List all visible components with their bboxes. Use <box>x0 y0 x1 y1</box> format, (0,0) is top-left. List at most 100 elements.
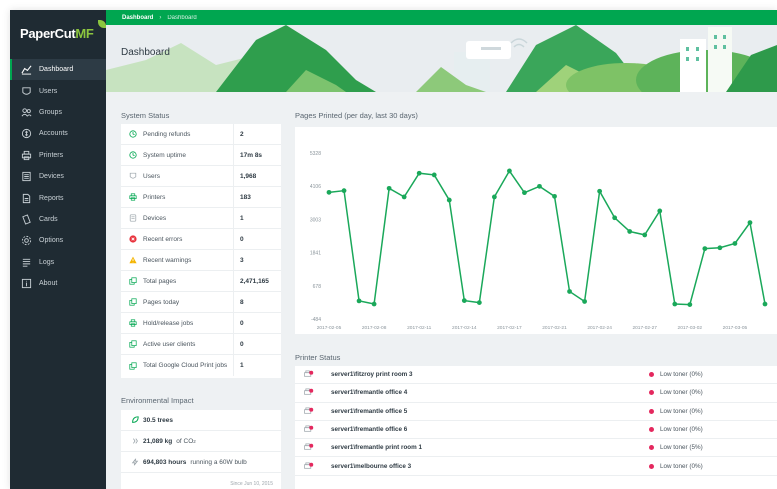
sidebar-item-groups[interactable]: Groups <box>10 102 106 123</box>
x-tick-label: 2017-03-05 <box>723 325 748 331</box>
env-co2-row: 21,089 kg of CO 2 <box>121 431 281 452</box>
status-row[interactable]: Devices 1 <box>121 208 281 229</box>
data-point[interactable] <box>371 301 377 307</box>
data-point[interactable] <box>567 289 572 294</box>
y-tick-label: 3003 <box>310 217 321 223</box>
status-row[interactable]: Pending refunds 2 <box>121 124 281 145</box>
data-point[interactable] <box>507 168 512 174</box>
environmental-impact-title: Environmental Impact <box>121 396 194 405</box>
printer-name[interactable]: server1\fitzroy print room 3 <box>331 371 413 379</box>
logo-text: PaperCut <box>20 26 76 41</box>
status-row[interactable]: Hold/release jobs 0 <box>121 313 281 334</box>
sidebar-item-users[interactable]: Users <box>10 80 106 101</box>
printer-status: Low toner (0%) <box>649 426 703 433</box>
sidebar-item-devices[interactable]: Devices <box>10 166 106 187</box>
printer-status-row[interactable]: server1\melbourne office 3 Low toner (0%) <box>295 457 777 476</box>
printer-status-row[interactable]: server1\fremantle office 5 Low toner (0%) <box>295 403 777 421</box>
data-point[interactable] <box>522 190 527 196</box>
pages-printed-panel: 5328 4106 3003 1841 678 -484 2017-02-05 2017-02… <box>295 127 777 334</box>
data-point[interactable] <box>642 232 648 238</box>
printer-status-row[interactable]: server1\fremantle office 6 Low toner (0%) <box>295 421 777 440</box>
status-dot <box>649 408 654 414</box>
x-tick-label: 2017-02-24 <box>587 325 612 331</box>
data-point[interactable] <box>597 188 603 194</box>
y-tick-label: -484 <box>311 317 321 323</box>
status-row[interactable]: Active user clients 0 <box>121 334 281 355</box>
data-point[interactable] <box>431 172 437 178</box>
printer-status-text: Low toner (0%) <box>660 407 703 415</box>
error-icon <box>121 235 139 243</box>
sidebar-item-logs[interactable]: Logs <box>10 252 106 273</box>
status-value: 0 <box>233 313 281 333</box>
data-point[interactable] <box>717 245 723 251</box>
data-point[interactable] <box>341 188 347 194</box>
sidebar-item-label: Printers <box>39 151 64 159</box>
papercut-logo[interactable]: PaperCutMF <box>20 20 106 41</box>
data-point[interactable] <box>461 298 467 304</box>
status-label: Total Google Cloud Print jobs <box>143 362 228 369</box>
data-point[interactable] <box>702 246 708 252</box>
status-row[interactable]: System uptime 17m 8s <box>121 145 281 166</box>
sidebar-item-reports[interactable]: Reports <box>10 187 106 208</box>
data-point[interactable] <box>747 220 753 226</box>
status-row[interactable]: Total Google Cloud Print jobs 1 <box>121 355 281 376</box>
data-point[interactable] <box>491 194 497 200</box>
printer-status-row[interactable]: server1\fremantle office 4 Low toner (0%) <box>295 384 777 403</box>
data-point[interactable] <box>672 301 678 307</box>
clock-icon <box>121 130 139 138</box>
sidebar-item-label: Dashboard <box>39 66 74 74</box>
status-row[interactable]: Pages today 8 <box>121 292 281 313</box>
status-row[interactable]: Users 1,968 <box>121 166 281 187</box>
printer-name[interactable]: server1\fremantle office 4 <box>331 389 408 397</box>
status-label: Active user clients <box>143 340 196 348</box>
sidebar-item-about[interactable]: About <box>10 273 106 294</box>
printer-alert-icon <box>295 370 325 379</box>
status-row[interactable]: Recent errors 0 <box>121 229 281 250</box>
data-point[interactable] <box>687 302 693 308</box>
printer-icon <box>20 149 32 161</box>
data-point[interactable] <box>552 193 557 199</box>
data-point[interactable] <box>416 170 422 176</box>
printer-alert-icon <box>295 388 325 397</box>
printer-status: Low toner (0%) <box>649 408 703 415</box>
sidebar-item-dashboard[interactable]: Dashboard <box>10 59 106 81</box>
printer-name[interactable]: server1\fremantle print room 1 <box>331 444 422 452</box>
sidebar-item-cards[interactable]: Cards <box>10 209 106 230</box>
data-point[interactable] <box>401 194 407 200</box>
y-tick-label: 1841 <box>310 251 321 257</box>
data-point[interactable] <box>476 300 482 306</box>
data-point[interactable] <box>446 197 452 203</box>
printer-status-text: Low toner (5%) <box>660 444 703 452</box>
data-point[interactable] <box>356 298 362 304</box>
status-value: 1 <box>233 355 281 376</box>
logo-accent: MF <box>75 26 94 41</box>
x-tick-label: 2017-02-21 <box>542 325 567 331</box>
reports-icon <box>20 192 32 204</box>
data-point[interactable] <box>612 215 618 221</box>
data-point[interactable] <box>657 208 663 214</box>
data-point[interactable] <box>537 183 542 189</box>
data-point[interactable] <box>326 189 332 195</box>
sidebar-item-accounts[interactable]: Accounts <box>10 123 106 144</box>
trees-value: 30.5 trees <box>143 416 173 424</box>
status-row[interactable]: Printers 183 <box>121 187 281 208</box>
data-point[interactable] <box>582 299 587 304</box>
data-point[interactable] <box>627 229 633 234</box>
data-point[interactable] <box>732 241 738 246</box>
printer-name[interactable]: server1\fremantle office 5 <box>331 407 408 415</box>
status-row[interactable]: Total pages 2,471,165 <box>121 271 281 292</box>
data-point[interactable] <box>386 185 392 191</box>
breadcrumb-root[interactable]: Dashboard <box>122 14 154 21</box>
sidebar-item-printers[interactable]: Printers <box>10 145 106 166</box>
status-value: 3 <box>233 250 281 270</box>
printer-name[interactable]: server1\fremantle office 6 <box>331 426 408 434</box>
system-status-panel: Pending refunds 2 System uptime 17m 8s Users… <box>121 124 281 378</box>
data-point[interactable] <box>762 301 768 307</box>
printer-status-row[interactable]: server1\fremantle print room 1 Low toner … <box>295 439 777 458</box>
status-row[interactable]: Recent warnings 3 <box>121 250 281 271</box>
printer-status-row[interactable]: server1\fitzroy print room 3 Low toner (0… <box>295 366 777 385</box>
printer-name[interactable]: server1\melbourne office 3 <box>331 462 412 470</box>
logs-icon <box>20 256 32 268</box>
x-tick-label: 2017-02-27 <box>632 325 657 331</box>
sidebar-item-options[interactable]: Options <box>10 230 106 251</box>
